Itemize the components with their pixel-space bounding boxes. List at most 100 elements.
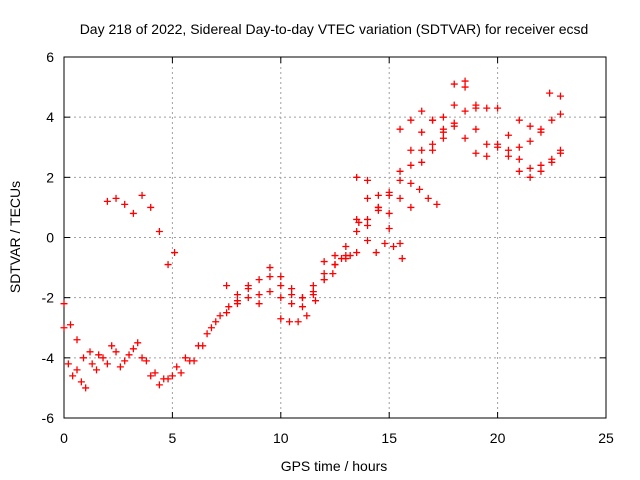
data-point [93,366,101,374]
y-tick-label: -4 [42,350,55,366]
data-point [381,240,389,248]
data-point [390,243,398,251]
data-point [64,360,72,368]
series-track-b [60,107,564,383]
data-point [526,122,534,130]
data-point [548,116,556,124]
data-point [320,270,328,278]
data-point [526,173,534,181]
data-point [255,300,263,308]
data-point [155,227,163,235]
data-point [385,224,393,232]
data-point [407,116,415,124]
data-layer [60,77,564,392]
data-point [515,116,523,124]
data-point [374,203,382,211]
y-tick-label: 2 [46,169,54,185]
data-point [151,369,159,377]
data-point [67,321,75,329]
data-point [385,188,393,196]
data-point [73,366,81,374]
data-point [121,200,129,208]
data-point [450,101,458,109]
data-point [95,351,103,359]
data-point [416,185,424,193]
data-point [320,258,328,266]
data-point [461,83,469,91]
data-point [288,300,296,308]
data-point [546,89,554,97]
data-point [331,261,339,269]
data-point [396,176,404,184]
data-point [483,104,491,112]
data-point [504,146,512,154]
data-point [108,342,116,350]
data-point [320,276,328,284]
data-point [504,152,512,160]
data-point [77,378,85,386]
data-point [298,303,306,311]
data-point [439,113,447,121]
data-point [407,203,415,211]
data-point [424,194,432,202]
series-track-f [353,173,404,248]
data-point [439,125,447,133]
y-tick-label: 0 [46,230,54,246]
x-axis-label: GPS time / hours [281,458,388,474]
data-point [398,255,406,263]
data-point [212,318,220,326]
data-point [364,221,372,229]
data-point [277,273,285,281]
data-point [372,249,380,257]
data-point [99,354,107,362]
x-tick-label: 15 [381,430,397,446]
data-point [515,167,523,175]
data-point [147,372,155,380]
data-point [138,191,146,199]
data-point [396,167,404,175]
data-point [396,240,404,248]
data-point [355,218,363,226]
y-tick-label: -2 [42,290,55,306]
data-point [526,164,534,172]
data-point [255,291,263,299]
y-tick-label: 6 [46,49,54,65]
data-point [461,134,469,142]
data-point [129,345,137,353]
data-point [364,237,372,245]
series-track-a [60,122,564,392]
data-point [494,104,502,112]
data-point [556,92,564,100]
data-point [556,149,564,157]
data-point [277,282,285,290]
grid-layer [64,57,606,418]
chart-title: Day 218 of 2022, Sidereal Day-to-day VTE… [80,21,589,37]
data-point [342,243,350,251]
data-point [303,312,311,320]
series-track-c [223,83,564,302]
data-point [112,348,120,356]
data-point [112,194,120,202]
data-point [338,255,346,263]
series-track-h [515,89,564,136]
data-point [266,264,274,272]
data-point [288,285,296,293]
data-point [266,288,274,296]
data-point [288,291,296,299]
x-tick-label: 20 [490,430,506,446]
data-point [255,276,263,284]
data-point [80,354,88,362]
data-point [329,270,337,278]
data-point [407,146,415,154]
data-point [429,140,437,148]
data-point [504,131,512,139]
data-point [138,354,146,362]
data-point [285,318,293,326]
data-point [353,227,361,235]
data-point [515,155,523,163]
data-point [429,146,437,154]
data-point [433,200,441,208]
y-tick-label: 4 [46,109,54,125]
data-point [407,179,415,187]
